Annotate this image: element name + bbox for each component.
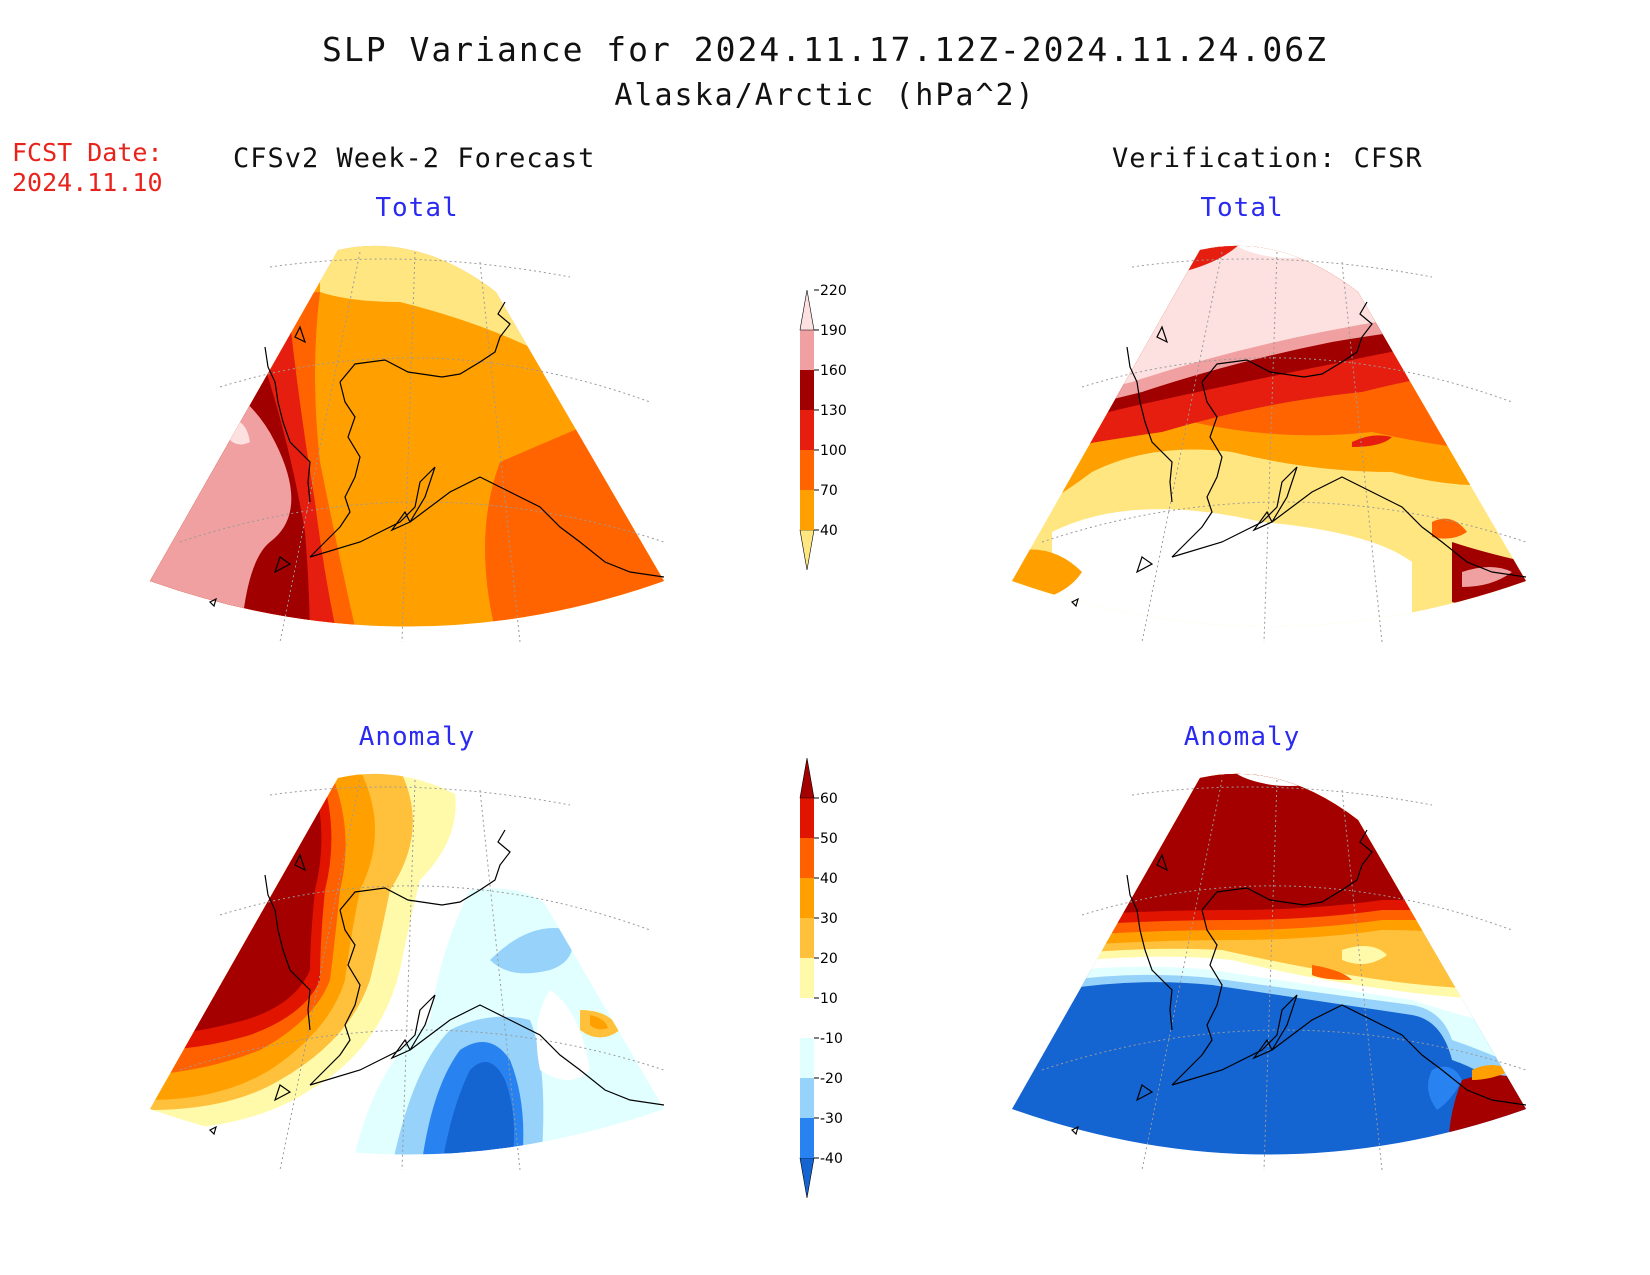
verification-total-map [1012, 242, 1526, 649]
total-colorbar-bin [800, 370, 814, 410]
figure-title: SLP Variance for 2024.11.17.12Z-2024.11.… [322, 30, 1328, 69]
forecast-anomaly-map [150, 770, 664, 1177]
total-colorbar-label: 40 [820, 523, 838, 539]
total-colorbar-label: 190 [820, 323, 847, 339]
total-colorbar-label: 70 [820, 483, 838, 499]
total-colorbar: 40 70 100 130 160 190 220 [790, 282, 870, 616]
total-colorbar-label: 220 [820, 283, 847, 299]
verification-anomaly-heading: Anomaly [1183, 722, 1301, 752]
verification-anomaly-map [1012, 770, 1526, 1177]
anomaly-colorbar-label: -20 [820, 1071, 843, 1087]
total-colorbar-bin [800, 330, 814, 370]
anomaly-colorbar-bin [799, 757, 815, 799]
anomaly-colorbar-label: 60 [820, 791, 838, 807]
anomaly-colorbar-label: 20 [820, 951, 838, 967]
anomaly-colorbar-label: -10 [820, 1031, 843, 1047]
anomaly-colorbar-label: -30 [820, 1111, 843, 1127]
forecast-date-value: 2024.11.10 [12, 168, 163, 197]
left-column-title: CFSv2 Week-2 Forecast [233, 143, 596, 174]
anomaly-colorbar-label: -40 [820, 1151, 843, 1167]
anomaly-colorbar-bin [800, 998, 814, 1038]
anomaly-colorbar-bin [800, 878, 814, 918]
total-colorbar-bin [799, 289, 815, 331]
total-colorbar-bin [800, 450, 814, 490]
forecast-total-heading: Total [375, 193, 459, 223]
total-colorbar-label: 100 [820, 443, 847, 459]
forecast-total-map [150, 242, 664, 649]
total-colorbar-bin [800, 410, 814, 450]
anomaly-colorbar-bin [800, 958, 814, 998]
total-colorbar-label: 160 [820, 363, 847, 379]
anomaly-colorbar-bin [800, 838, 814, 878]
anomaly-colorbar-label: 10 [820, 991, 838, 1007]
anomaly-colorbar-bin [800, 918, 814, 958]
total-colorbar-label: 130 [820, 403, 847, 419]
total-colorbar-bin [800, 490, 814, 530]
forecast-date-label: FCST Date: [12, 138, 163, 167]
anomaly-colorbar-bin [800, 1038, 814, 1078]
right-column-title: Verification: CFSR [1112, 143, 1423, 174]
anomaly-colorbar-label: 40 [820, 871, 838, 887]
anomaly-colorbar-bin [799, 1157, 815, 1199]
anomaly-colorbar-bin [800, 798, 814, 838]
anomaly-colorbar-bin [800, 1078, 814, 1118]
anomaly-colorbar: -40 -30 -20 -10 10 20 30 40 50 60 [790, 750, 870, 1204]
anomaly-colorbar-label: 30 [820, 911, 838, 927]
anomaly-colorbar-bin [800, 1118, 814, 1158]
verification-total-heading: Total [1200, 193, 1284, 223]
figure-subtitle: Alaska/Arctic (hPa^2) [614, 78, 1036, 113]
total-colorbar-bin [799, 529, 815, 571]
forecast-anomaly-heading: Anomaly [358, 722, 476, 752]
anomaly-colorbar-label: 50 [820, 831, 838, 847]
